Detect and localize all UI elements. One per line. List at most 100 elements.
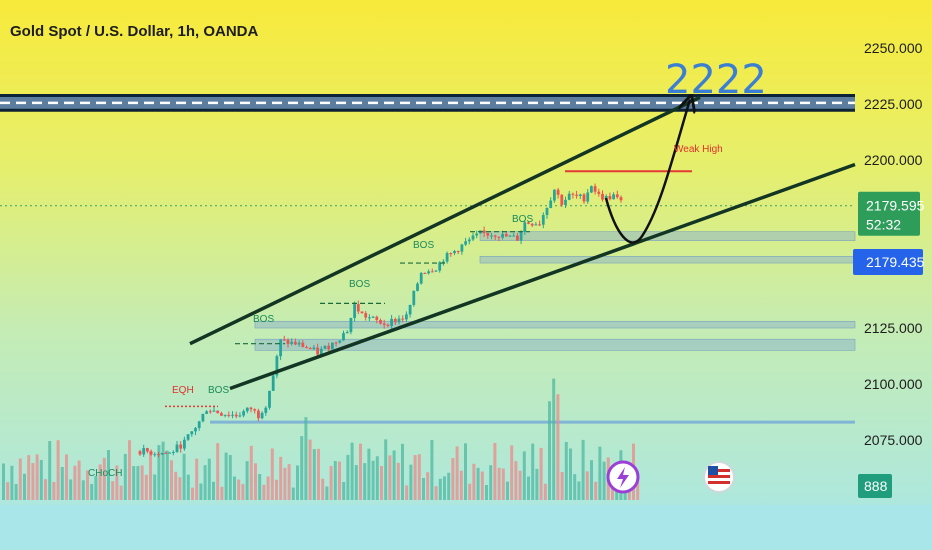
volume-bar (191, 487, 194, 500)
volume-bar (464, 443, 467, 500)
candle-body (153, 454, 157, 456)
candle-body (160, 452, 164, 455)
candle-body (482, 230, 486, 233)
volume-bar (317, 448, 320, 500)
candle-body (560, 194, 564, 205)
volume-bar (203, 465, 207, 500)
time-axis-bar (0, 505, 932, 550)
weak-high-label: Weak High (674, 144, 723, 155)
bos-label: BOS (413, 240, 434, 251)
volume-bar (459, 470, 463, 500)
candle-body (508, 235, 512, 237)
candle-body (597, 191, 601, 194)
target-label: 2222 (665, 57, 767, 103)
volume-bar (564, 441, 568, 500)
candle-body (601, 193, 604, 200)
volume-bar (107, 450, 110, 500)
candle-body (453, 251, 456, 254)
candle-body (475, 233, 479, 236)
volume-bar (434, 486, 438, 500)
volume-bar (531, 443, 535, 500)
candle-body (423, 273, 427, 275)
candle-body (438, 262, 442, 271)
volume-bar (577, 481, 581, 500)
candle-body (338, 340, 342, 343)
candle-body (264, 407, 268, 413)
candle-body (171, 452, 175, 454)
candle-body (234, 414, 238, 417)
volume-bar (207, 458, 211, 500)
volume-bar (430, 440, 434, 500)
candle-body (146, 448, 149, 452)
volume-bar (342, 481, 346, 500)
volume-bar (174, 471, 178, 500)
candle-body (212, 410, 216, 412)
volume-bar (300, 436, 304, 500)
candle-body (179, 444, 183, 449)
volume-bar (392, 450, 396, 500)
volume-bar (279, 456, 283, 500)
volume-bar (426, 472, 430, 500)
candle-body (397, 318, 401, 323)
volume-bar (128, 440, 131, 500)
price-tick-label: 2200.000 (864, 152, 923, 168)
candle-body (538, 224, 541, 226)
volume-bar (518, 470, 522, 500)
volume-bar (501, 468, 505, 500)
bos-label: BOS (253, 314, 274, 325)
volume-bar (98, 464, 102, 500)
bid-price-badge (853, 249, 923, 275)
candle-body (564, 199, 567, 205)
volume-bar (291, 487, 295, 500)
volume-bar (350, 442, 354, 500)
volume-bar (245, 461, 249, 500)
us-flag-icon[interactable] (703, 461, 735, 493)
candle-body (356, 304, 360, 312)
bos-label: BOS (208, 385, 229, 396)
lightning-icon[interactable] (606, 460, 640, 494)
volume-bar (451, 458, 455, 500)
candle-body (471, 235, 475, 240)
volume-bar (455, 446, 459, 500)
volume-bar (18, 458, 22, 500)
volume-bar (321, 478, 325, 500)
candles-layer (138, 183, 623, 458)
candle-body (260, 412, 264, 419)
candle-body (327, 345, 331, 350)
candle-body (249, 407, 253, 410)
volume-bar (417, 454, 421, 500)
candle-body (353, 304, 356, 318)
volume-bar (2, 463, 5, 500)
candle-body (379, 320, 382, 324)
candle-body (553, 189, 556, 201)
volume-bar (585, 471, 589, 500)
volume-bar (485, 484, 488, 500)
candle-body (516, 235, 519, 241)
volume-bar (216, 443, 220, 500)
support-zone (479, 256, 856, 264)
volume-bar (527, 476, 530, 500)
volume-bar (149, 450, 152, 500)
candle-body (619, 197, 623, 201)
volume-bar (472, 463, 476, 500)
volume-bar (556, 394, 560, 500)
volume-bar (560, 471, 564, 500)
candle-body (286, 339, 290, 344)
candle-body (183, 439, 186, 449)
candle-body (142, 448, 146, 455)
candle-body (334, 342, 338, 344)
volume-bar (56, 440, 60, 500)
volume-bar (510, 445, 514, 500)
volume-bar (237, 479, 241, 500)
volume-bar (384, 439, 388, 500)
volume-bar (136, 466, 140, 500)
candle-body (201, 413, 205, 422)
volume-bar (60, 467, 64, 500)
candle-body (608, 195, 612, 200)
candle-body (467, 239, 471, 242)
candle-body (571, 193, 575, 195)
bos-label: BOS (349, 279, 370, 290)
candle-body (375, 316, 379, 321)
volume-bar (220, 486, 224, 500)
